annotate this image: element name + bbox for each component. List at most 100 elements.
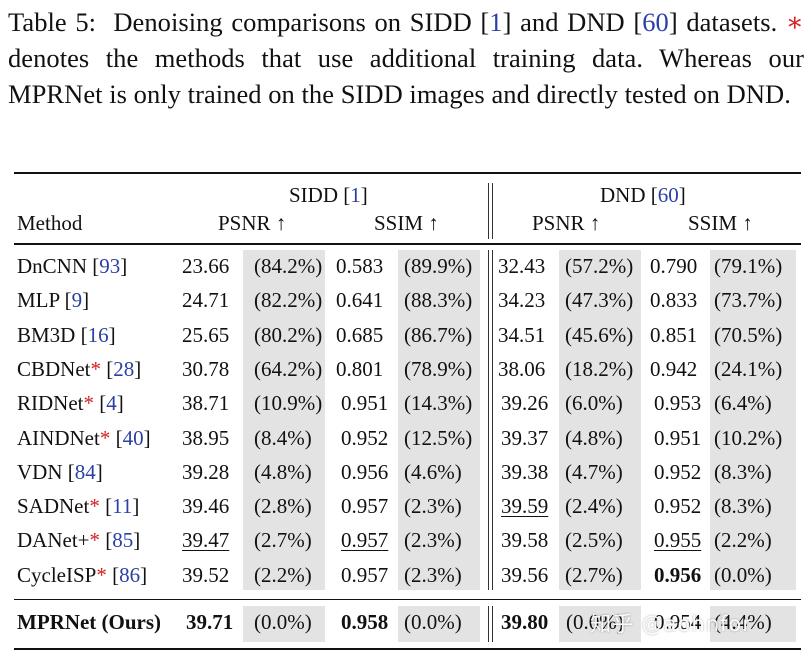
table-cell: 0.957 — [341, 562, 389, 587]
method-star: * — [89, 528, 101, 553]
table-cell: 0.951 — [341, 391, 389, 416]
table-cell: 0.583 — [336, 254, 384, 278]
caption-ref-sidd[interactable]: 1 — [489, 7, 503, 37]
table-cell: 39.52 — [182, 562, 230, 587]
table-cell: (8.4%) — [254, 425, 312, 450]
shade-body-3 — [710, 250, 796, 590]
table-row-method: RIDNet* [4] — [17, 391, 124, 416]
header-sidd-label: SIDD [ — [289, 183, 351, 207]
table-cell: 0.942 — [650, 356, 698, 381]
table-cell: 24.71 — [182, 288, 230, 313]
table-cell-ours: (4.4%) — [714, 610, 772, 634]
header-sidd-ref[interactable]: 1 — [350, 183, 361, 207]
table-cell: (2.2%) — [714, 528, 772, 553]
header-dnd: DND [60] — [600, 181, 686, 209]
method-ref[interactable]: 84 — [74, 459, 96, 484]
table-cell-ours: 0.954 — [654, 610, 702, 634]
caption-star-symbol: ∗ — [785, 7, 804, 37]
table-cell: 0.685 — [336, 322, 384, 347]
shade-ours-2 — [559, 606, 641, 642]
method-ref[interactable]: 11 — [112, 494, 133, 519]
method-ref[interactable]: 16 — [87, 322, 109, 347]
table-cell: (2.3%) — [404, 528, 462, 553]
table-cell-ours: (0.0%) — [404, 610, 462, 634]
table-cell: (78.9%) — [404, 356, 473, 381]
caption-ref-dnd[interactable]: 60 — [642, 7, 669, 37]
table-cell-ours: 39.80 — [501, 610, 549, 634]
header-dnd-psnr: PSNR ↑ — [532, 211, 601, 235]
table-cell: 0.953 — [654, 391, 702, 416]
method-ref[interactable]: 86 — [119, 562, 141, 587]
table-cell: (80.2%) — [254, 322, 323, 347]
header-dnd-ssim: SSIM ↑ — [688, 211, 753, 235]
method-ref[interactable]: 9 — [71, 288, 83, 313]
table-cell: 0.957 — [341, 494, 389, 519]
shade-body-1 — [398, 250, 480, 590]
table-cell: (2.7%) — [254, 528, 312, 553]
caption-label: Table 5: — [8, 7, 97, 37]
table-cell: 38.95 — [182, 425, 230, 450]
table-cell: 39.26 — [501, 391, 549, 416]
table-cell: (79.1%) — [714, 254, 783, 278]
table-cell: (86.7%) — [404, 322, 473, 347]
table-cell: 0.641 — [336, 288, 384, 313]
table-cell-ours: 0.958 — [341, 610, 389, 634]
table-cell: 0.957 — [341, 528, 389, 553]
table-row-method: AINDNet* [40] — [17, 425, 151, 450]
method-ref[interactable]: 40 — [122, 425, 144, 450]
table-cell: (24.1%) — [714, 356, 783, 381]
table-cell: (2.7%) — [565, 562, 623, 587]
table-cell: (4.7%) — [565, 459, 623, 484]
method-ref[interactable]: 93 — [99, 254, 121, 278]
table-cell: (70.5%) — [714, 322, 783, 347]
table-cell: (47.3%) — [565, 288, 634, 313]
table-cell: (8.3%) — [714, 459, 772, 484]
method-star: * — [83, 391, 95, 416]
table-cell: 39.47 — [182, 528, 230, 553]
table-cell: 38.71 — [182, 391, 230, 416]
method-ref[interactable]: 28 — [113, 356, 135, 381]
table-row-method: DnCNN [93] — [17, 254, 128, 278]
table-row-method: BM3D [16] — [17, 322, 116, 347]
table-cell: (10.2%) — [714, 425, 783, 450]
table-cell: 39.28 — [182, 459, 230, 484]
shade-ours-1 — [398, 606, 480, 642]
table-cell: 34.51 — [498, 322, 546, 347]
method-name: RIDNet — [17, 391, 84, 416]
table-cell: (73.7%) — [714, 288, 783, 313]
header-method: Method — [17, 211, 83, 235]
method-ref[interactable]: 4 — [106, 391, 117, 416]
header-sidd-ssim: SSIM ↑ — [374, 211, 439, 235]
table-row-method: CycleISP* [86] — [17, 562, 148, 587]
header-dnd-ref[interactable]: 60 — [657, 183, 679, 207]
table-cell: (8.3%) — [714, 494, 772, 519]
table-vline-0 — [488, 183, 490, 239]
table-cell: (4.6%) — [404, 459, 462, 484]
caption-text-2: ] and DND [ — [502, 7, 643, 37]
table-cell: (10.9%) — [254, 391, 323, 416]
table-cell: 0.833 — [650, 288, 698, 313]
table-cell: 32.43 — [498, 254, 546, 278]
method-name: MLP — [17, 288, 60, 313]
table-cell: (2.8%) — [254, 494, 312, 519]
table-cell: 39.59 — [501, 494, 549, 519]
table-cell: (2.4%) — [565, 494, 623, 519]
caption-text-4: denotes the methods that use additional … — [8, 43, 804, 109]
table-cell: 34.23 — [498, 288, 546, 313]
table-cell: (18.2%) — [565, 356, 634, 381]
caption-text-3: ] datasets. — [668, 7, 778, 37]
table-cell: 30.78 — [182, 356, 230, 381]
method-ref[interactable]: 85 — [112, 528, 134, 553]
table-cell: (88.3%) — [404, 288, 473, 313]
header-dnd-label: DND [ — [600, 183, 658, 207]
shade-body-2 — [559, 250, 641, 590]
table-cell: (2.3%) — [404, 562, 462, 587]
table-rule-2 — [14, 599, 801, 601]
table-cell: (12.5%) — [404, 425, 473, 450]
table-vline-ours-1 — [492, 606, 494, 642]
method-star: * — [90, 356, 102, 381]
table-row-method: DANet+* [85] — [17, 528, 141, 553]
header-sidd-close: ] — [360, 183, 368, 207]
shade-ours-3 — [710, 606, 796, 642]
table-cell: (84.2%) — [254, 254, 323, 278]
